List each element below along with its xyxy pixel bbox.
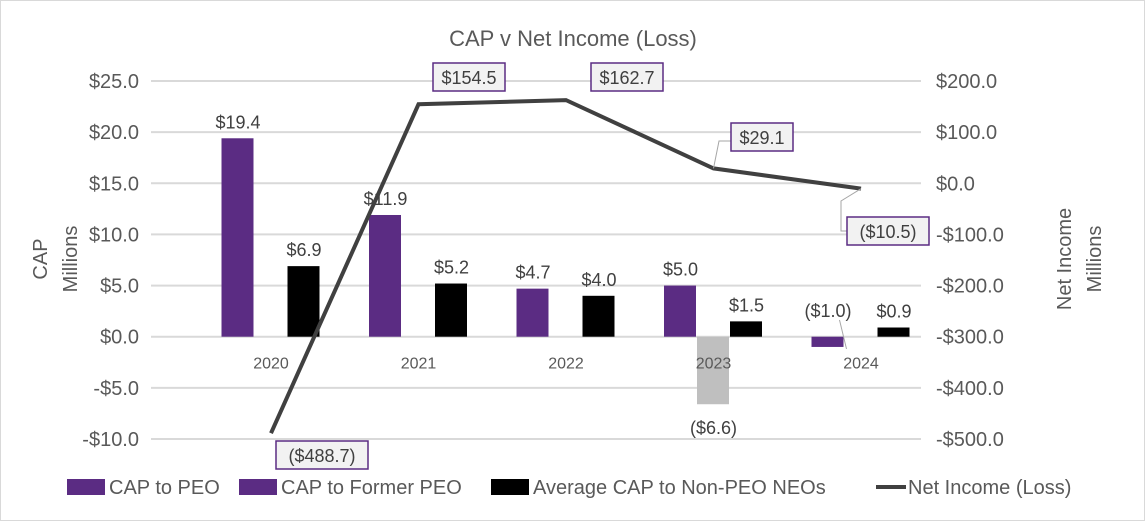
- y-right-tick-label: -$500.0: [936, 429, 1004, 451]
- x-tick-label: 2021: [401, 356, 437, 373]
- bar-average-cap-to-non-peo-neos-2021: [435, 283, 467, 337]
- bar-average-cap-to-non-peo-neos-2022: [582, 295, 615, 337]
- legend-entry: CAP to Former PEO: [281, 477, 462, 499]
- legend-entry: Average CAP to Non-PEO NEOs: [533, 477, 826, 499]
- line-label-box: [432, 62, 506, 92]
- chart-title: CAP v Net Income (Loss): [449, 26, 697, 51]
- y-right-tick-label: -$300.0: [936, 327, 1004, 349]
- y-left-tick-label: $0.0: [100, 327, 139, 349]
- y-left-tick-label: -$5.0: [93, 378, 139, 400]
- y-left-tick-label: $15.0: [89, 173, 139, 195]
- bar-data-label: ($1.0): [804, 301, 851, 321]
- x-tick-label: 2023: [696, 356, 732, 373]
- line-data-label: ($488.7): [288, 446, 355, 466]
- y-right-axis-title: Net Income: [1054, 208, 1076, 310]
- y-right-tick-label: $0.0: [936, 173, 975, 195]
- bar-average-cap-to-non-peo-neos-2024: [877, 327, 910, 337]
- legend-swatch: [67, 479, 105, 495]
- bar-cap-to-peo-2024: [811, 336, 844, 347]
- line-label-box: [590, 62, 664, 92]
- legend-swatch: [491, 479, 529, 495]
- line-data-label: $162.7: [599, 68, 654, 88]
- bar-data-label: $5.0: [663, 260, 698, 280]
- bar-data-label: $4.0: [581, 270, 616, 290]
- bar-data-label: $19.4: [215, 112, 260, 132]
- line-data-label: $29.1: [739, 128, 784, 148]
- x-tick-label: 2022: [548, 356, 584, 373]
- y-left-tick-label: $5.0: [100, 276, 139, 298]
- line-label-box: [275, 440, 369, 470]
- bar-data-label: $4.7: [515, 263, 550, 283]
- y-right-tick-label: -$200.0: [936, 276, 1004, 298]
- leader-line: [839, 319, 847, 350]
- line-net-income: [269, 98, 862, 435]
- line-label-box: [846, 216, 930, 246]
- y-right-tick-label: -$100.0: [936, 224, 1004, 246]
- y-left-axis-title: CAP: [30, 238, 52, 279]
- line-label-box: [730, 122, 794, 152]
- legend-entry: Net Income (Loss): [908, 477, 1071, 499]
- bar-cap-to-former-peo-2023: [697, 336, 729, 405]
- bar-data-label: $5.2: [434, 258, 469, 278]
- bar-data-label: $6.9: [286, 240, 321, 260]
- y-left-tick-label: $25.0: [89, 71, 139, 93]
- bar-data-label: ($6.6): [690, 418, 737, 438]
- bar-cap-to-peo-2022: [516, 288, 549, 337]
- bar-average-cap-to-non-peo-neos-2020: [287, 266, 320, 337]
- bar-cap-to-peo-2020: [221, 138, 254, 337]
- bar-data-label: $0.9: [876, 302, 911, 322]
- bar-cap-to-peo-2023: [664, 285, 696, 337]
- y-left-tick-label: $20.0: [89, 122, 139, 144]
- x-tick-label: 2024: [843, 356, 879, 373]
- line-data-label: ($10.5): [859, 222, 916, 242]
- bar-data-label: $1.5: [729, 295, 764, 315]
- leader-line: [840, 188, 862, 232]
- y-right-tick-label: -$400.0: [936, 378, 1004, 400]
- y-left-tick-label: $10.0: [89, 224, 139, 246]
- bar-cap-to-peo-2021: [369, 214, 401, 337]
- y-left-axis-units: Millions: [60, 226, 82, 293]
- y-right-tick-label: $100.0: [936, 122, 997, 144]
- y-left-tick-label: -$10.0: [82, 429, 139, 451]
- y-right-axis-units: Millions: [1084, 226, 1106, 293]
- leader-line: [713, 140, 731, 169]
- bar-data-label: $11.9: [364, 189, 408, 209]
- y-right-tick-label: $200.0: [936, 71, 997, 93]
- line-data-label: $154.5: [441, 68, 496, 88]
- bar-average-cap-to-non-peo-neos-2023: [730, 321, 762, 337]
- legend-swatch: [239, 479, 277, 495]
- x-tick-label: 2020: [253, 356, 289, 373]
- legend-entry: CAP to PEO: [109, 477, 220, 499]
